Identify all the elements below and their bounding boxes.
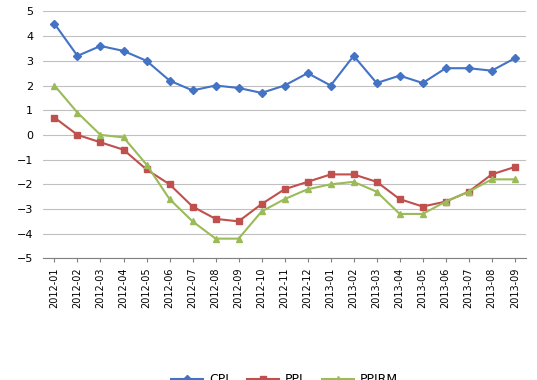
PPI: [212, 217, 219, 221]
PPI: [351, 172, 357, 177]
PPI: [281, 187, 288, 192]
PPI: [166, 182, 173, 187]
PPI: [512, 165, 518, 169]
PPIRM: [396, 212, 403, 216]
CPI: [97, 44, 104, 48]
PPIRM: [442, 199, 449, 204]
CPI: [419, 81, 426, 86]
PPI: [373, 179, 380, 184]
PPI: [190, 204, 196, 209]
PPI: [258, 202, 265, 206]
PPIRM: [304, 187, 311, 192]
Line: CPI: CPI: [52, 21, 518, 96]
CPI: [351, 54, 357, 58]
CPI: [373, 81, 380, 86]
PPIRM: [143, 162, 150, 167]
PPIRM: [212, 236, 219, 241]
CPI: [212, 83, 219, 88]
PPIRM: [97, 133, 104, 137]
PPIRM: [281, 197, 288, 201]
PPI: [304, 179, 311, 184]
PPI: [74, 133, 81, 137]
PPI: [466, 189, 472, 194]
PPI: [396, 197, 403, 201]
CPI: [512, 56, 518, 61]
PPI: [51, 116, 57, 120]
PPIRM: [74, 111, 81, 115]
CPI: [489, 68, 495, 73]
CPI: [120, 49, 127, 53]
PPIRM: [190, 219, 196, 223]
CPI: [328, 83, 334, 88]
CPI: [281, 83, 288, 88]
Line: PPI: PPI: [52, 115, 518, 224]
CPI: [235, 86, 242, 90]
CPI: [51, 21, 57, 26]
PPIRM: [419, 212, 426, 216]
PPI: [442, 199, 449, 204]
PPIRM: [351, 179, 357, 184]
PPIRM: [489, 177, 495, 182]
CPI: [143, 59, 150, 63]
CPI: [396, 73, 403, 78]
CPI: [466, 66, 472, 71]
PPI: [120, 147, 127, 152]
PPIRM: [258, 209, 265, 214]
Line: PPIRM: PPIRM: [52, 83, 518, 241]
CPI: [258, 91, 265, 95]
PPIRM: [166, 197, 173, 201]
Legend: CPI, PPI, PPIRM: CPI, PPI, PPIRM: [166, 368, 403, 380]
PPI: [143, 167, 150, 172]
CPI: [190, 88, 196, 93]
CPI: [442, 66, 449, 71]
PPIRM: [466, 189, 472, 194]
PPI: [97, 140, 104, 145]
PPI: [328, 172, 334, 177]
PPI: [419, 204, 426, 209]
PPIRM: [512, 177, 518, 182]
CPI: [166, 78, 173, 83]
PPIRM: [120, 135, 127, 140]
CPI: [74, 54, 81, 58]
PPI: [235, 219, 242, 223]
PPIRM: [235, 236, 242, 241]
PPIRM: [328, 182, 334, 187]
PPIRM: [373, 189, 380, 194]
PPIRM: [51, 83, 57, 88]
PPI: [489, 172, 495, 177]
CPI: [304, 71, 311, 76]
